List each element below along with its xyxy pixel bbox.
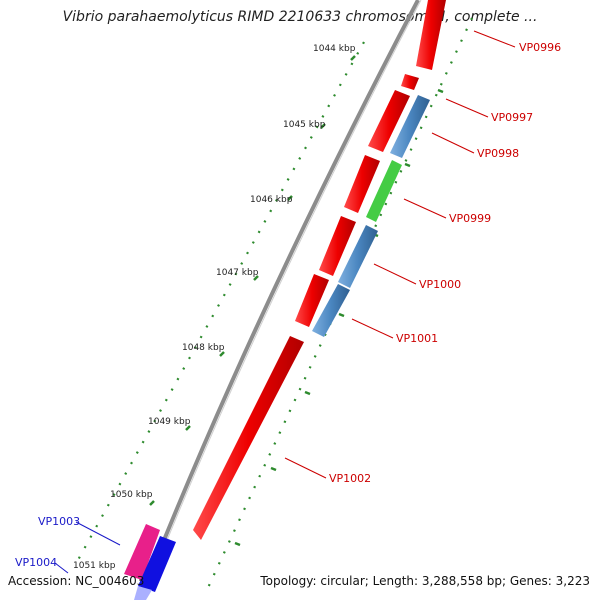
gene-vp0998[interactable] <box>368 90 410 152</box>
callout-vp0999 <box>403 198 447 219</box>
gene-vp1003[interactable] <box>124 524 160 580</box>
gene-label-vp0996[interactable]: VP0996 <box>519 41 561 54</box>
genes-forward <box>124 0 446 600</box>
chromosome-backbone-highlight <box>142 0 422 600</box>
gene-vp1002[interactable] <box>193 336 304 540</box>
major-tick <box>270 466 277 472</box>
callout-vp1002 <box>284 457 327 479</box>
inner-tick-track <box>77 41 365 561</box>
gene-labels: VP0996 VP0997 VP0998 VP0999 VP1000 VP100… <box>15 41 561 569</box>
major-tick <box>437 88 444 94</box>
scale-label-1045: 1045 kbp <box>283 120 326 130</box>
callout-vp1000 <box>373 263 417 285</box>
map-title: Vibrio parahaemolyticus RIMD 2210633 chr… <box>62 9 538 25</box>
scale-label-1048: 1048 kbp <box>182 343 225 353</box>
gene-label-vp1001[interactable]: VP1001 <box>396 332 438 345</box>
gene-label-vp1002[interactable]: VP1002 <box>329 472 371 485</box>
callout-lines <box>54 30 516 574</box>
major-tick <box>234 541 241 547</box>
major-tick <box>185 425 191 431</box>
major-tick <box>219 351 225 357</box>
major-tick <box>338 312 345 318</box>
callout-vp0998 <box>431 132 475 154</box>
gene-vp0999-reverse[interactable] <box>366 160 402 222</box>
callout-vp0996 <box>473 30 516 48</box>
major-tick <box>149 500 155 506</box>
inner-major-ticks <box>149 55 356 506</box>
callout-vp0997 <box>445 98 489 118</box>
gene-vp0996[interactable] <box>416 0 446 70</box>
scale-label-1044: 1044 kbp <box>313 44 356 54</box>
gene-vp1004[interactable] <box>138 536 176 592</box>
gene-vp1001-reverse[interactable] <box>312 284 350 337</box>
gene-vp0997[interactable] <box>401 74 419 90</box>
gene-label-vp0997[interactable]: VP0997 <box>491 111 533 124</box>
gene-vp1001[interactable] <box>295 274 329 327</box>
gene-label-vp1004[interactable]: VP1004 <box>15 556 57 569</box>
gene-label-vp0998[interactable]: VP0998 <box>477 147 519 160</box>
gene-vp1000[interactable] <box>319 216 356 276</box>
scale-label-1047: 1047 kbp <box>216 268 259 278</box>
gene-label-vp1000[interactable]: VP1000 <box>419 278 461 291</box>
callout-vp1003 <box>75 521 121 546</box>
gene-label-vp0999[interactable]: VP0999 <box>449 212 491 225</box>
scale-label-1049: 1049 kbp <box>148 417 191 427</box>
scale-ring <box>77 41 365 561</box>
scale-label-1046: 1046 kbp <box>250 195 293 205</box>
accession-label: Accession: NC_004603 <box>8 574 145 588</box>
callout-vp1001 <box>351 318 394 339</box>
gene-vp0998-reverse[interactable] <box>390 95 430 158</box>
major-tick <box>304 390 311 396</box>
gene-label-vp1003[interactable]: VP1003 <box>38 515 80 528</box>
gene-vp1000-reverse[interactable] <box>338 225 378 288</box>
chromosome-backbone <box>138 0 420 600</box>
major-tick <box>287 195 293 201</box>
callout-vp1004 <box>54 562 69 574</box>
scale-label-1051: 1051 kbp <box>73 561 116 571</box>
major-tick <box>404 162 411 168</box>
topology-label: Topology: circular; Length: 3,288,558 bp… <box>260 574 590 588</box>
gene-vp1004-tail <box>134 586 152 600</box>
scale-label-1050: 1050 kbp <box>110 490 153 500</box>
major-tick <box>350 55 356 61</box>
scale-labels: 1044 kbp 1045 kbp 1046 kbp 1047 kbp 1048… <box>73 44 356 571</box>
major-tick <box>320 123 326 129</box>
major-tick <box>253 275 259 281</box>
genes-reverse <box>312 95 430 337</box>
gene-vp0999[interactable] <box>344 155 380 213</box>
